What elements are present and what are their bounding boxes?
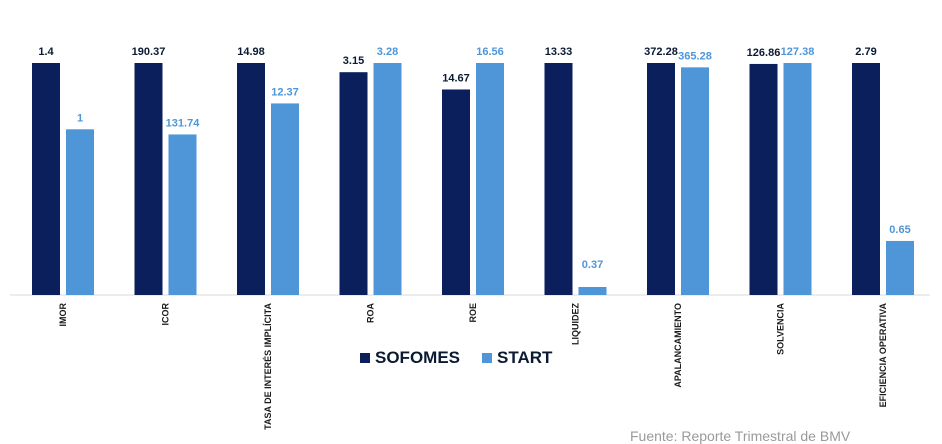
value-label-eficiencia-operativa-sofomes: 2.79: [855, 46, 876, 58]
value-label-imor-start: 1: [77, 112, 83, 124]
category-labels-group: IMOR ICOR TASA DE INTERÉS IMPLÍCITA ROA ROE L…: [58, 302, 888, 429]
bar-roe-sofomes: [442, 89, 470, 295]
legend-label-sofomes: SOFOMES: [375, 348, 461, 367]
category-label-liquidez: LIQUIDEZ: [571, 302, 581, 345]
bar-tasa-de-interes-implicita-start: [271, 103, 299, 295]
value-label-eficiencia-operativa-start: 0.65: [889, 224, 910, 236]
category-label-eficiencia-operativa: EFICIENCIA OPERATIVA: [878, 303, 888, 408]
bar-eficiencia-operativa-start: [886, 240, 914, 295]
legend: SOFOMES START: [360, 348, 574, 368]
value-label-roa-sofomes: 3.15: [343, 55, 364, 67]
value-label-apalancamiento-sofomes: 372.28: [644, 46, 678, 58]
value-label-roe-start: 16.56: [476, 46, 504, 58]
bar-icor-start: [168, 134, 197, 295]
legend-label-start: START: [497, 348, 553, 367]
value-label-liquidez-start: 0.37: [582, 259, 603, 271]
bar-apalancamiento-sofomes: [647, 63, 675, 295]
legend-swatch-start: [482, 353, 493, 363]
bar-apalancamiento-start: [681, 67, 709, 295]
value-label-icor-start: 131.74: [166, 117, 201, 129]
bar-roe-start: [476, 63, 504, 295]
bar-imor-start: [66, 129, 94, 295]
bar-roa-sofomes: [339, 72, 368, 295]
value-label-icor-sofomes: 190.37: [132, 46, 166, 58]
bar-imor-sofomes: [32, 63, 60, 295]
bars-group: [32, 63, 914, 296]
bar-liquidez-start: [578, 287, 607, 295]
value-label-tasa-de-interes-implicita-start: 12.37: [271, 86, 299, 98]
value-labels-group: 1.4 1 190.37 131.74 14.98 12.37 3.15 3.28 14.67 1…: [38, 46, 910, 271]
value-label-solvencia-sofomes: 126.86: [747, 47, 781, 59]
value-label-apalancamiento-start: 365.28: [678, 50, 712, 62]
category-label-roe: ROE: [468, 303, 478, 323]
bar-tasa-de-interes-implicita-sofomes: [237, 63, 265, 295]
category-label-solvencia: SOLVENCIA: [776, 303, 786, 355]
bar-liquidez-sofomes: [544, 63, 573, 295]
value-label-roa-start: 3.28: [377, 46, 398, 58]
legend-item-sofomes: SOFOMES: [360, 348, 460, 368]
legend-item-start: START: [482, 348, 552, 368]
category-label-icor: ICOR: [161, 302, 171, 325]
bar-eficiencia-operativa-sofomes: [852, 63, 880, 295]
bar-solvencia-start: [783, 63, 812, 295]
value-label-roe-sofomes: 14.67: [442, 72, 470, 84]
bar-roa-start: [373, 63, 402, 295]
bar-icor-sofomes: [134, 63, 163, 295]
value-label-liquidez-sofomes: 13.33: [545, 46, 573, 58]
category-label-tasa-de-interes-implicita: TASA DE INTERÉS IMPLÍCITA: [263, 303, 273, 430]
value-label-imor-sofomes: 1.4: [38, 46, 54, 58]
value-label-tasa-de-interes-implicita-sofomes: 14.98: [237, 46, 265, 58]
category-label-apalancamiento: APALANCAMIENTO: [673, 303, 683, 388]
bar-solvencia-sofomes: [749, 63, 778, 296]
category-label-imor: IMOR: [58, 303, 68, 327]
source-note: Fuente: Reporte Trimestral de BMV: [630, 428, 851, 444]
legend-swatch-sofomes: [360, 353, 370, 363]
category-label-roa: ROA: [366, 303, 376, 324]
value-label-solvencia-start: 127.38: [781, 46, 815, 58]
